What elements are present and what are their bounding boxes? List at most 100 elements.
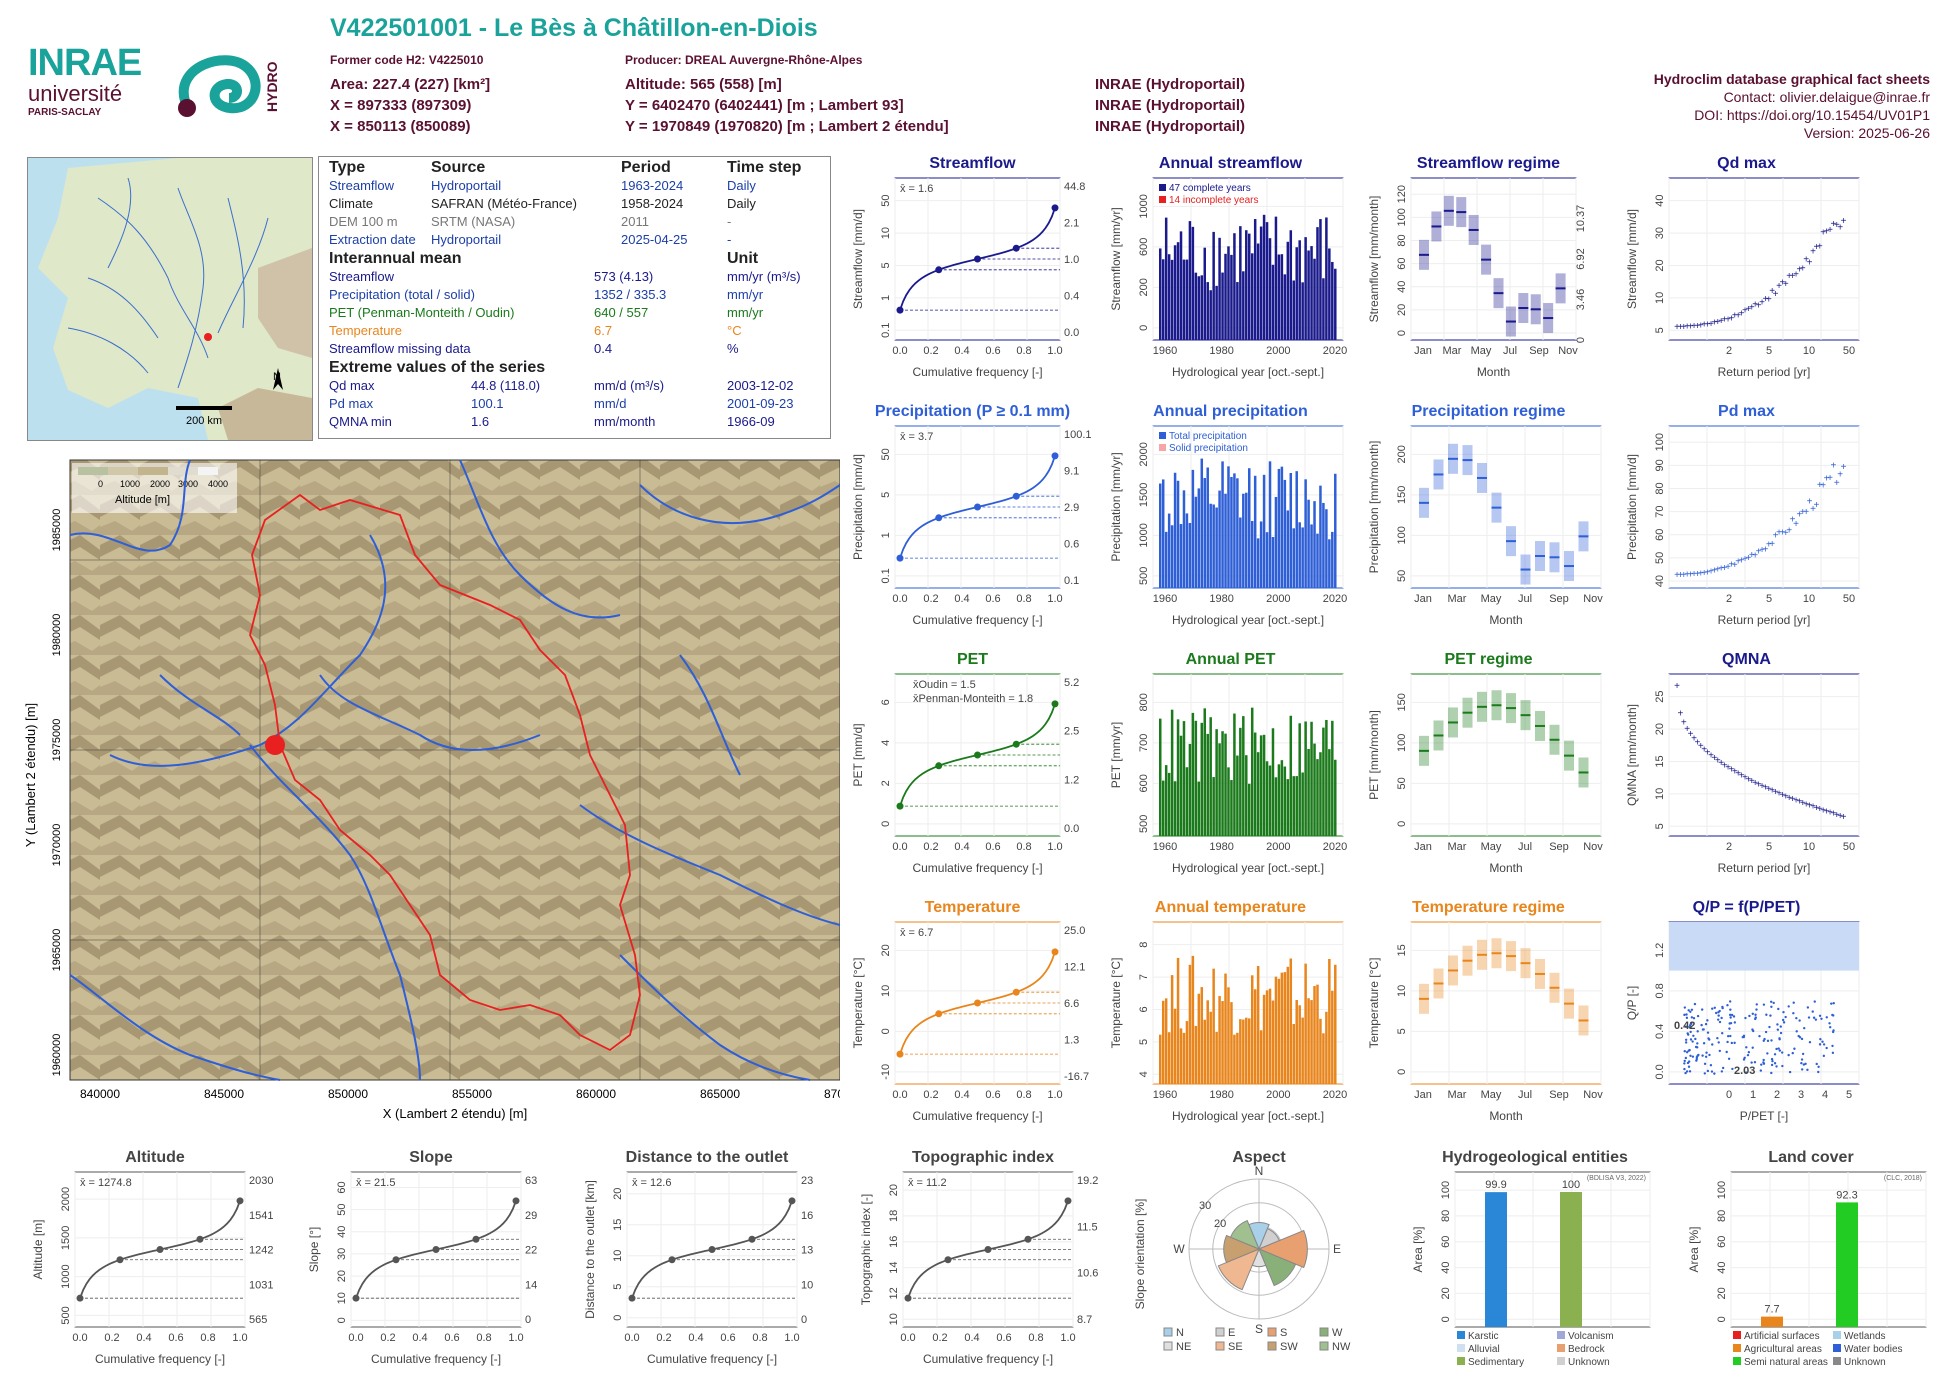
scatter-point [1689, 1054, 1692, 1057]
quantile-label: 44.8 [1064, 181, 1085, 193]
scatter-point: + [1742, 772, 1748, 783]
annual-bar [1200, 275, 1204, 340]
annual-bar [1212, 231, 1215, 340]
scatter-point [1745, 1046, 1748, 1049]
scatter-point: + [1711, 317, 1717, 328]
ytick-label: 1.2 [1654, 943, 1666, 958]
annual-bar [1182, 1032, 1186, 1084]
ytick-label: 0 [1396, 330, 1408, 336]
ytick-label: 600 [1138, 774, 1150, 792]
scatter-point: + [1742, 554, 1748, 565]
ytick-label: 10 [336, 1292, 348, 1304]
ytick-label: 10 [888, 1313, 900, 1325]
scatter-point: + [1796, 510, 1802, 521]
annual-bar [1233, 233, 1236, 340]
scatter-point: + [1691, 569, 1697, 580]
annual-bar [1292, 1023, 1295, 1084]
scatter-point [1694, 1037, 1697, 1041]
xtick-label: 1.0 [1047, 593, 1062, 605]
scatter-point [1689, 1030, 1692, 1034]
scatter-point [1733, 1041, 1736, 1045]
contact: Contact: olivier.delaigue@inrae.fr [1723, 89, 1930, 105]
scatter-point: + [1769, 786, 1775, 797]
scatter-point [1828, 1026, 1832, 1029]
scatter-point [1713, 1072, 1716, 1075]
annual-bar [1176, 957, 1180, 1084]
ytick-label: 20 [336, 1270, 348, 1282]
scatter-point: + [1725, 763, 1731, 774]
altitude-legend [78, 467, 218, 475]
direction-label: W [1173, 1242, 1185, 1256]
xtick-label: Jan [1414, 1089, 1432, 1101]
scatter-point: + [1776, 281, 1782, 292]
annual-bar [1218, 237, 1221, 340]
chart-xlabel: Hydrological year [oct.-sept.] [1172, 613, 1324, 627]
scatter-point [1762, 1058, 1765, 1062]
scatter-point: + [1810, 247, 1816, 258]
annual-bar [1159, 1034, 1162, 1084]
scatter-point [1779, 1031, 1783, 1035]
quantile-label: 100.1 [1064, 429, 1092, 441]
ytick-label: 40 [1654, 195, 1666, 207]
scatter-point: + [1830, 460, 1836, 471]
scatter-point: + [1701, 744, 1707, 755]
annual-bar [1227, 246, 1230, 340]
scatter-point: + [1813, 500, 1819, 511]
y-l93: Y = 6402470 (6402441) [m ; Lambert 93] [625, 97, 904, 114]
scatter-point: + [1803, 799, 1809, 810]
scatter-point [1775, 1065, 1778, 1068]
scatter-point: + [1728, 560, 1734, 571]
scatter-point [1683, 1006, 1687, 1009]
ann-ppet: 2.03 [1734, 1065, 1755, 1077]
chart-title: Streamflow regime [1417, 155, 1560, 172]
ytick-label: 0 [1396, 821, 1408, 827]
ytick-label: 60 [336, 1181, 348, 1193]
scatter-point: + [1841, 462, 1847, 473]
annual-bar [1236, 478, 1239, 588]
annual-bar [1239, 517, 1242, 588]
annual-bar [1313, 985, 1316, 1084]
scatter-point [1701, 1054, 1704, 1057]
xtick-label: 2020 [1323, 1089, 1347, 1101]
chart-15: Q/P = f(P/PET) 0.0 0.4 0.8 1.2 P/PET [-] Q/P [… [1625, 899, 1860, 1123]
annual-bar [1277, 764, 1281, 836]
annual-bar [1301, 772, 1304, 836]
scatter-point: + [1783, 279, 1789, 290]
xtick-label: 10 [1803, 593, 1815, 605]
annual-bar [1325, 509, 1328, 588]
scatter-point: + [1830, 809, 1836, 820]
scatter-point [1808, 1040, 1812, 1044]
annual-bar [1310, 1000, 1313, 1084]
scatter-point [1777, 1007, 1780, 1011]
scatter-point: + [1803, 254, 1809, 265]
chart-ylabel: Temperature [°C] [851, 958, 865, 1049]
chart-title: Topographic index [912, 1149, 1054, 1166]
scatter-point: + [1722, 760, 1728, 771]
annual-bar [1215, 285, 1218, 340]
chart-title: Hydrogeological entities [1442, 1149, 1628, 1166]
scatter-point [1696, 1014, 1700, 1018]
chart-ylabel: PET [mm/yr] [1109, 722, 1123, 788]
legend-label: Agricultural areas [1744, 1344, 1822, 1355]
scatter-point [1703, 1062, 1707, 1066]
quantile-label: 2.9 [1064, 502, 1079, 514]
ytick-label: 0 [880, 821, 892, 827]
right-tick: 0 [1575, 337, 1587, 343]
annual-bar [1331, 531, 1334, 588]
map-ytick: 1960000 [51, 1034, 63, 1077]
ytick-label: 50 [1654, 552, 1666, 564]
legend-swatch [1215, 1327, 1225, 1337]
scatter-point [1755, 1003, 1758, 1006]
scatter-point [1685, 1051, 1689, 1054]
xtick-label: 0.4 [412, 1332, 427, 1344]
legend-swatch [1733, 1331, 1741, 1339]
scatter-point [1726, 1034, 1730, 1038]
quantile-label: 1242 [249, 1245, 273, 1257]
chart-ylabel: Streamflow [mm/yr] [1109, 207, 1123, 310]
annual-bar [1259, 1030, 1263, 1084]
scatter-point: + [1759, 545, 1765, 556]
legend-swatch [1215, 1341, 1225, 1351]
annual-bar [1250, 707, 1254, 836]
altitude-tick: 0 [98, 479, 103, 489]
